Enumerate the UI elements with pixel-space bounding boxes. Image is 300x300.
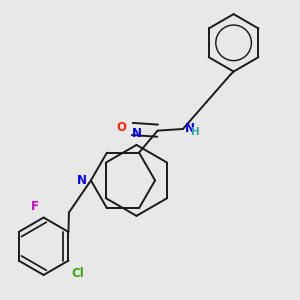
Text: H: H bbox=[191, 127, 200, 137]
Text: F: F bbox=[31, 200, 39, 214]
Text: O: O bbox=[117, 121, 127, 134]
Text: N: N bbox=[184, 122, 195, 135]
Text: Cl: Cl bbox=[71, 267, 84, 280]
Text: N: N bbox=[131, 127, 142, 140]
Text: N: N bbox=[77, 174, 87, 187]
